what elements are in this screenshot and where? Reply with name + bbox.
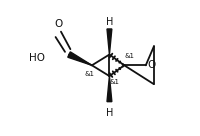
Text: HO: HO — [29, 53, 45, 63]
Text: &1: &1 — [125, 53, 135, 59]
Text: &1: &1 — [109, 79, 119, 85]
Polygon shape — [68, 52, 92, 65]
Text: O: O — [148, 60, 156, 70]
Text: H: H — [106, 17, 113, 27]
Text: O: O — [54, 19, 62, 29]
Polygon shape — [107, 76, 112, 102]
Text: H: H — [106, 108, 113, 118]
Text: &1: &1 — [85, 71, 95, 77]
Polygon shape — [107, 29, 112, 55]
